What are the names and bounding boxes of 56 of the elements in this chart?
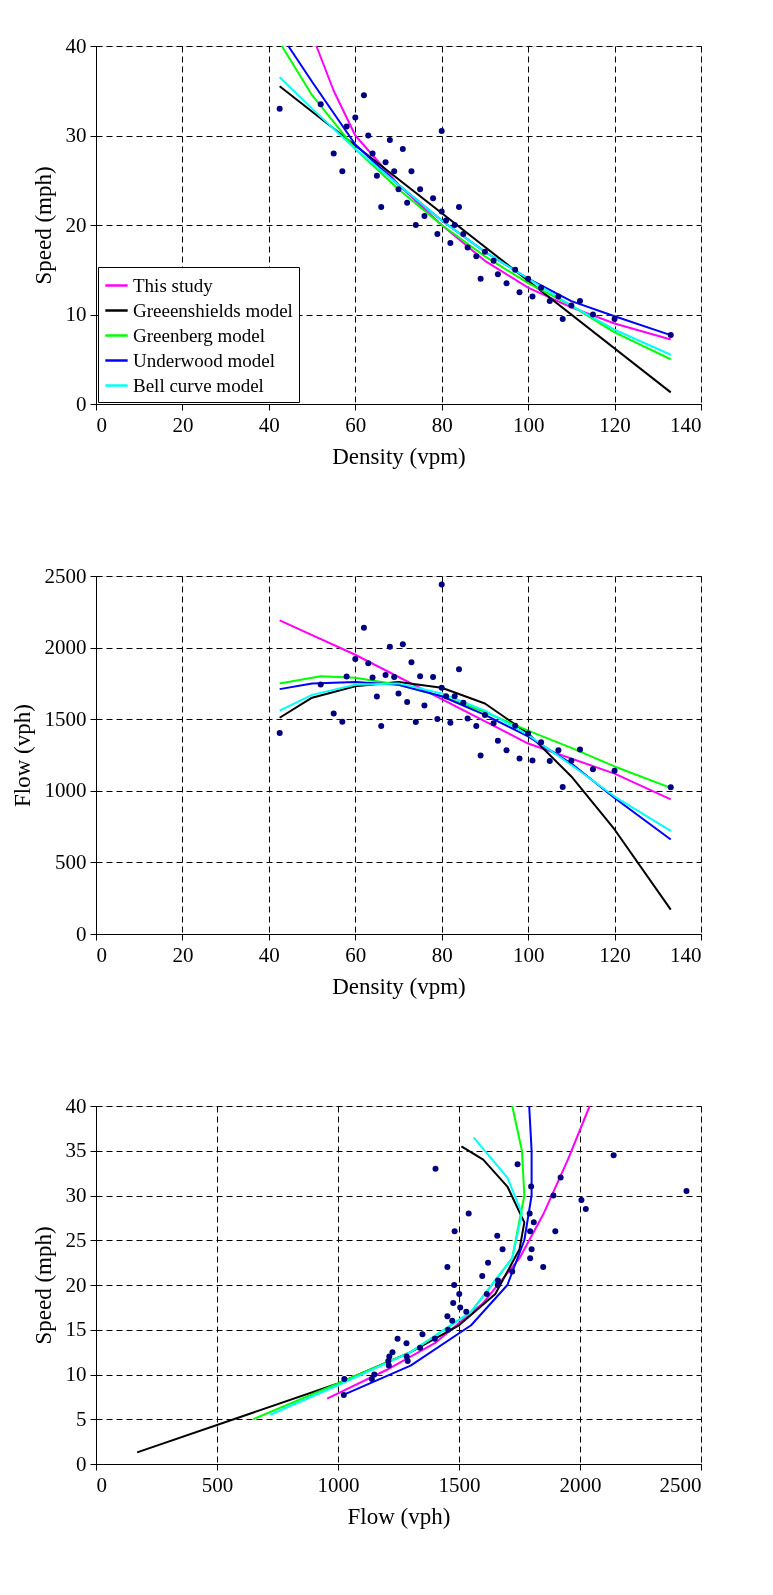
y-tick-label: 1500 (44, 706, 87, 731)
x-tick-label: 40 (258, 412, 280, 437)
y-tick-label: 25 (65, 1227, 87, 1252)
x-tick-label: 20 (172, 412, 194, 437)
legend-label: Bell curve model (133, 374, 264, 396)
y-tick-label: 30 (65, 123, 87, 147)
y-tick-label: 10 (65, 1362, 87, 1386)
y-tick-label: 20 (65, 212, 87, 237)
y-tick-label: 0 (76, 921, 87, 946)
legend-label: Greeenshields model (133, 299, 293, 321)
x-tick-label: 60 (345, 942, 367, 967)
x-tick-label: 1000 (317, 1472, 360, 1497)
y-tick-label: 500 (55, 849, 87, 874)
line-series (326, 1105, 591, 1400)
y-tick-label: 35 (65, 1138, 87, 1163)
x-tick-label: 120 (599, 942, 631, 967)
line-series (269, 1136, 523, 1416)
line-series (278, 619, 672, 801)
y-tick-label: 2000 (44, 635, 87, 660)
x-tick-label: 100 (512, 942, 545, 967)
y-tick-label: 10 (65, 302, 87, 326)
x-axis-title: Flow (vph) (347, 1503, 451, 1529)
x-tick-label: 80 (431, 412, 453, 437)
x-tick-label: 140 (670, 942, 702, 967)
y-tick-label: 0 (76, 1451, 87, 1476)
x-tick-label: 0 (96, 942, 107, 967)
x-tick-label: 2000 (559, 1472, 602, 1497)
x-tick-label: 120 (599, 412, 631, 437)
y-tick-label: 15 (65, 1317, 87, 1342)
y-tick-label: 40 (65, 33, 87, 58)
y-tick-label: 20 (65, 1272, 87, 1297)
x-tick-label: 20 (172, 942, 194, 967)
x-tick-label: 60 (345, 412, 367, 437)
legend-label: This study (133, 274, 214, 296)
x-tick-label: 2500 (659, 1472, 702, 1497)
y-axis-title: Flow (vph) (9, 704, 35, 807)
x-tick-label: 500 (201, 1472, 234, 1497)
y-axis-title: Speed (mph) (30, 166, 56, 285)
x-axis-title: Density (vpm) (332, 973, 466, 999)
legend-label: Underwood model (133, 349, 275, 371)
x-tick-label: 40 (258, 942, 280, 967)
y-tick-label: 5 (76, 1406, 87, 1431)
y-tick-label: 30 (65, 1183, 87, 1207)
legend-label: Greenberg model (133, 324, 266, 346)
x-axis-title: Density (vpm) (332, 443, 466, 469)
y-tick-label: 2500 (44, 563, 87, 588)
y-axis-title: Speed (mph) (30, 1226, 56, 1345)
y-tick-label: 0 (76, 391, 87, 416)
x-tick-label: 0 (96, 412, 107, 437)
x-tick-label: 140 (670, 412, 702, 437)
y-tick-label: 40 (65, 1093, 87, 1118)
y-tick-label: 1000 (44, 778, 87, 803)
x-tick-label: 80 (431, 942, 453, 967)
x-tick-label: 1500 (438, 1472, 481, 1497)
x-tick-label: 100 (512, 412, 545, 437)
x-tick-label: 0 (96, 1472, 107, 1497)
